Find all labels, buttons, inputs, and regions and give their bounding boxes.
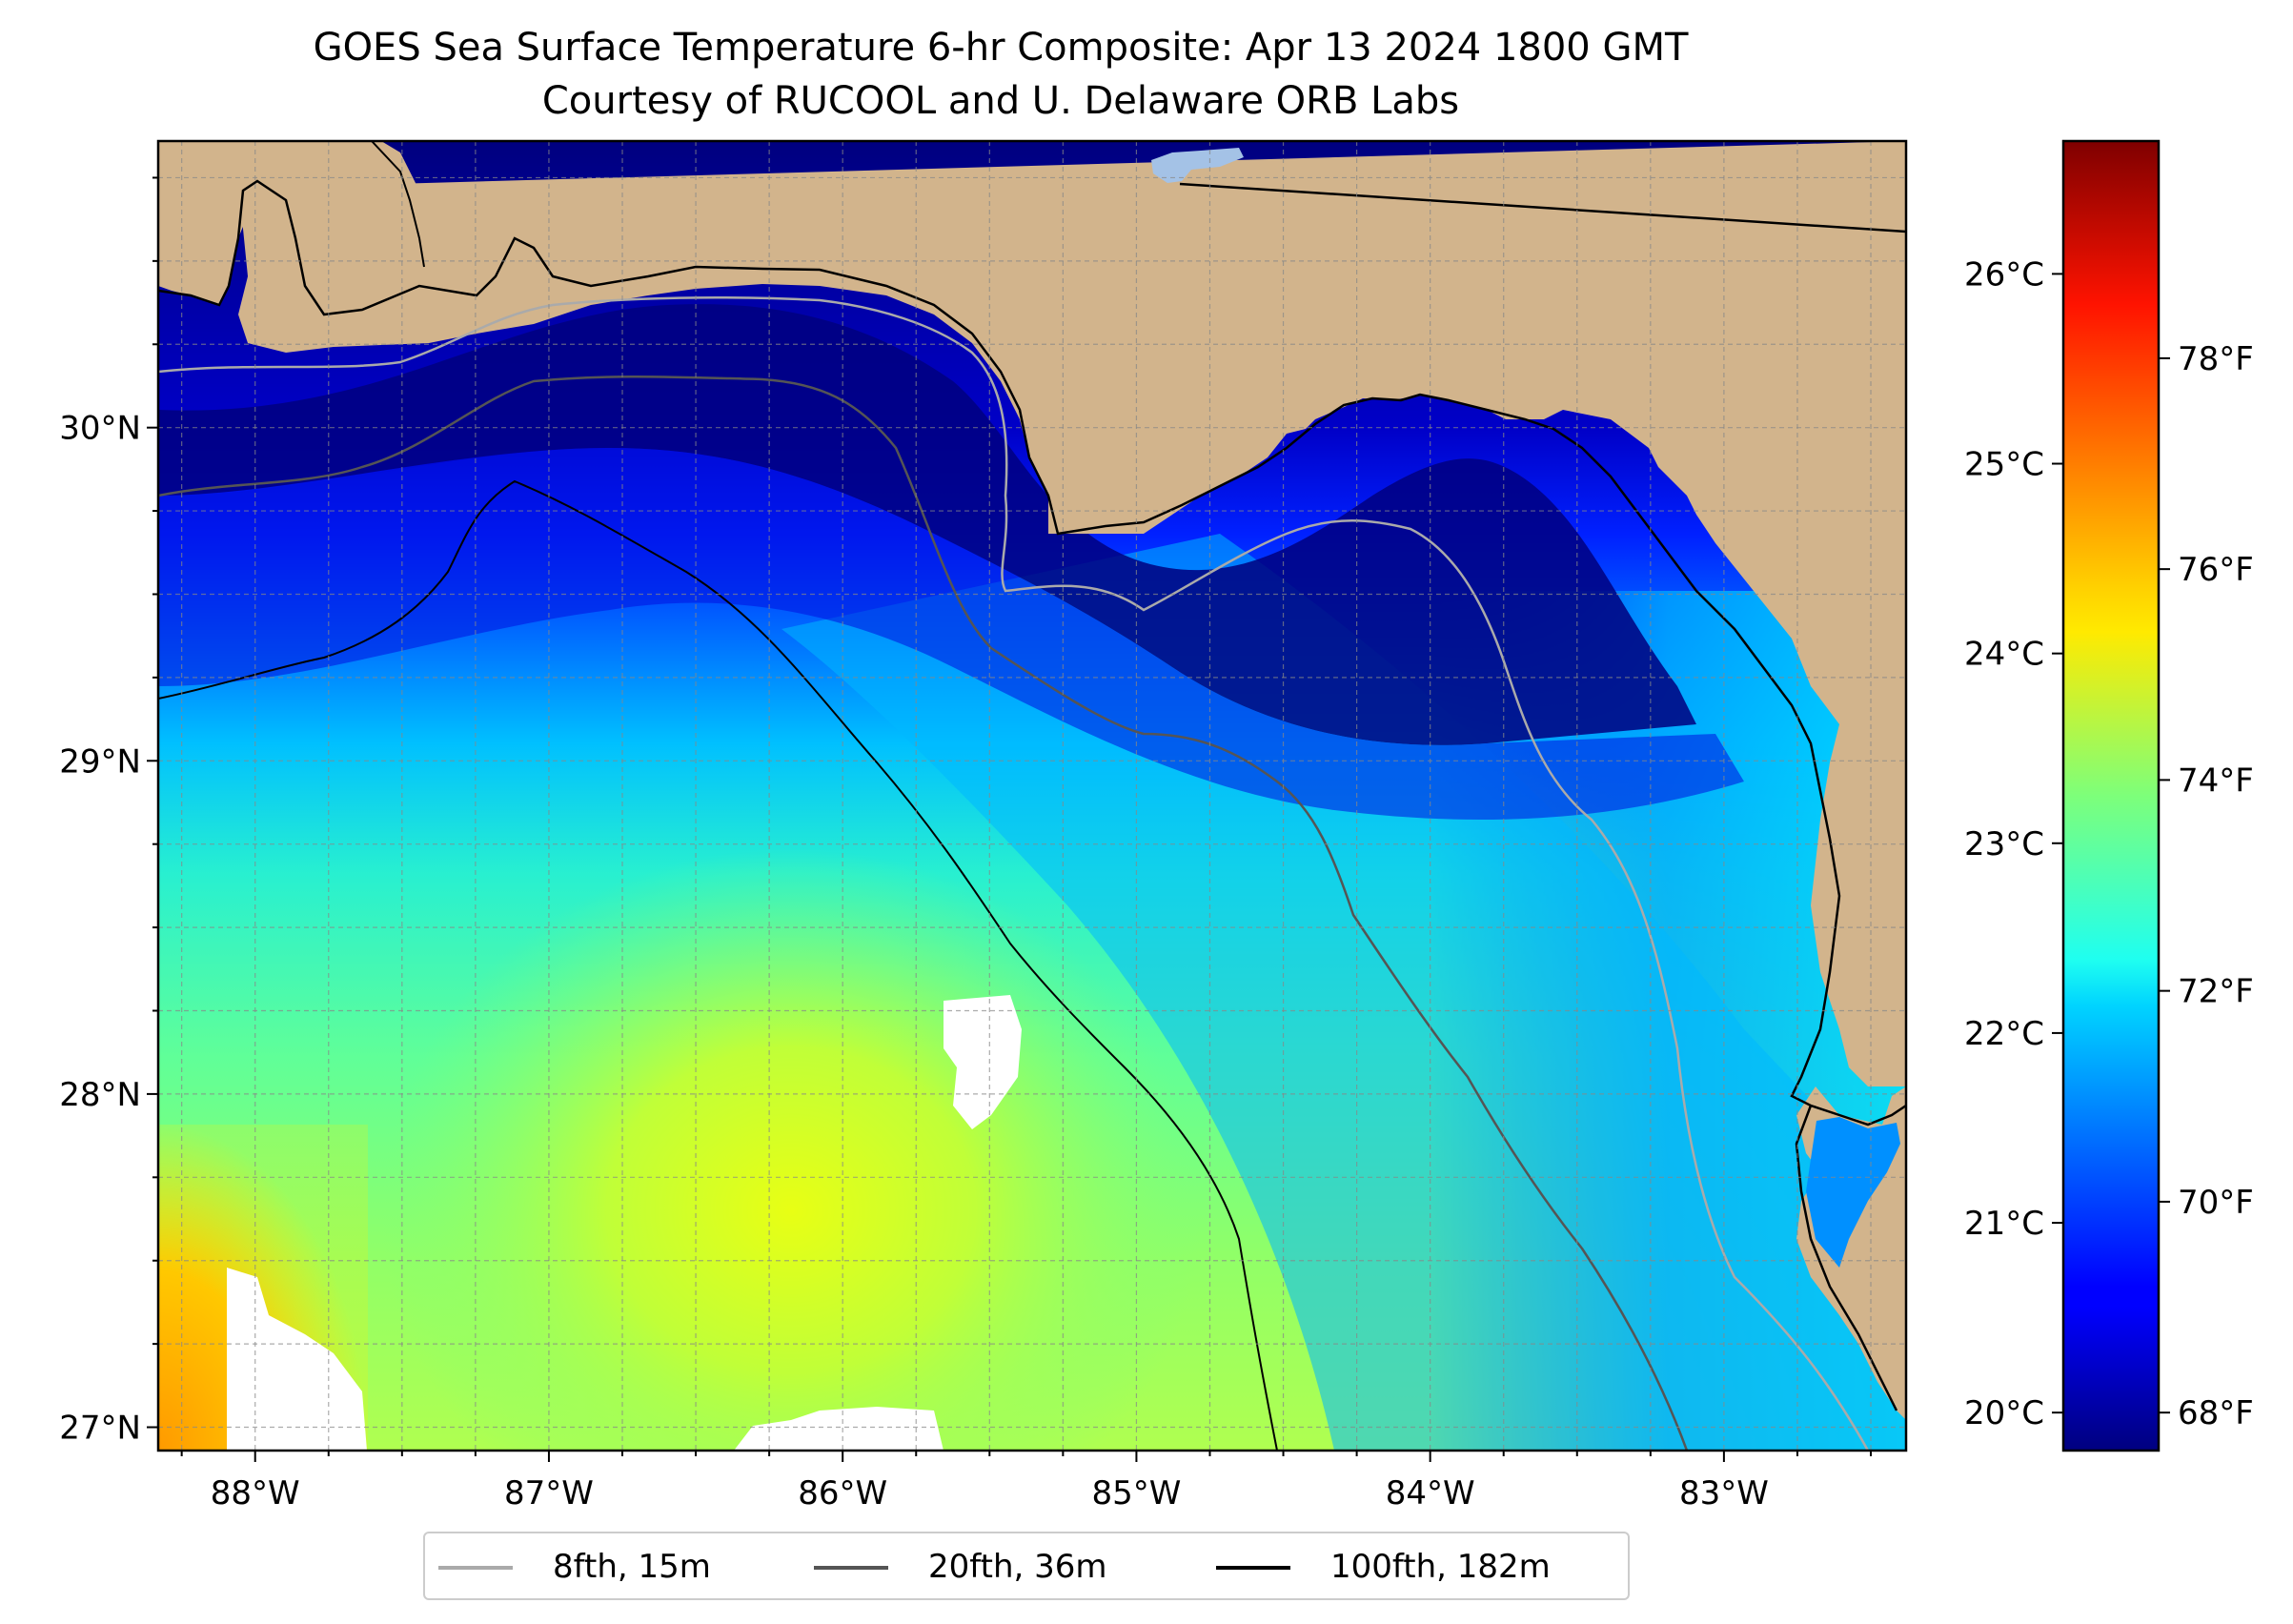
legend-label-20fth: 20fth, 36m: [928, 1548, 1107, 1586]
colorbar-celsius-label: 21°C: [1964, 1205, 2044, 1243]
colorbar-frame: [2061, 139, 2161, 1452]
state-boundary-alabama: [371, 141, 425, 268]
y-tick-label: 27°N: [59, 1410, 141, 1448]
y-axis: 27°N 28°N 29°N 30°N: [59, 176, 158, 1448]
transition-water: [158, 448, 1744, 820]
cloud-mask: [734, 1407, 944, 1451]
tampa-bay-water: [1806, 1117, 1900, 1268]
x-axis: 88°W 87°W 86°W 85°W 84°W 83°W: [180, 1451, 1873, 1512]
colorbar-celsius-label: 25°C: [1964, 446, 2044, 484]
chart-subtitle: Courtesy of RUCOOL and U. Delaware ORB L…: [541, 79, 1460, 123]
legend-swatch-100fth: [1216, 1566, 1290, 1570]
colorbar-fahrenheit-label: 68°F: [2178, 1394, 2254, 1432]
land-alabama: [158, 141, 424, 315]
gridlines: [158, 141, 1906, 1451]
legend-label-100fth: 100fth, 182m: [1330, 1548, 1551, 1586]
colorbar-fahrenheit-axis: 68°F 70°F 72°F 74°F 76°F 78°F: [2159, 340, 2254, 1432]
legend-swatch-8fth: [438, 1566, 513, 1570]
y-tick-label: 28°N: [59, 1076, 141, 1114]
map-frame: [156, 139, 1908, 1452]
coastline-tampa: [1795, 1105, 1898, 1411]
x-tick-label: 88°W: [211, 1474, 300, 1512]
state-boundary: [1179, 182, 1906, 233]
land-panhandle: [158, 141, 1906, 1086]
contour-100fth: [158, 479, 1278, 1451]
x-tick-label: 85°W: [1091, 1474, 1181, 1512]
colorbar-celsius-label: 20°C: [1964, 1394, 2044, 1432]
colorbar-celsius-label: 23°C: [1964, 825, 2044, 863]
legend-swatch-20fth: [814, 1566, 888, 1570]
x-tick-label: 87°W: [504, 1474, 594, 1512]
contour-20fth: [158, 375, 1689, 1451]
legend: 8fth, 15m 20fth, 36m 100fth, 182m: [423, 1532, 1630, 1600]
colorbar-celsius-label: 26°C: [1964, 255, 2044, 294]
x-tick-label: 83°W: [1679, 1474, 1769, 1512]
colorbar-celsius-label: 24°C: [1964, 636, 2044, 674]
x-tick-label: 86°W: [798, 1474, 887, 1512]
cloud-mask: [944, 995, 1022, 1129]
colorbar-fahrenheit-label: 78°F: [2178, 340, 2254, 378]
colorbar-fahrenheit-label: 76°F: [2178, 551, 2254, 589]
x-tick-label: 84°W: [1386, 1474, 1475, 1512]
colorbar-fahrenheit-label: 74°F: [2178, 761, 2254, 800]
map-area: [158, 141, 1906, 1451]
coastline: [158, 179, 1906, 1127]
y-tick-label: 30°N: [59, 410, 141, 448]
colorbar-fahrenheit-label: 72°F: [2178, 973, 2254, 1011]
contour-8fth: [158, 296, 1870, 1451]
lake: [1151, 148, 1244, 183]
y-tick-label: 29°N: [59, 742, 141, 781]
colorbar-fahrenheit-label: 70°F: [2178, 1184, 2254, 1222]
colorbar: [2063, 141, 2159, 1451]
colorbar-celsius-axis: 20°C 21°C 22°C 23°C 24°C 25°C 26°C: [1964, 255, 2063, 1432]
colorbar-celsius-label: 22°C: [1964, 1015, 2044, 1053]
legend-label-8fth: 8fth, 15m: [553, 1548, 711, 1586]
warm-core-water: [381, 848, 1201, 1451]
chart-title: GOES Sea Surface Temperature 6-hr Compos…: [313, 26, 1689, 70]
cloud-mask: [227, 1268, 367, 1451]
